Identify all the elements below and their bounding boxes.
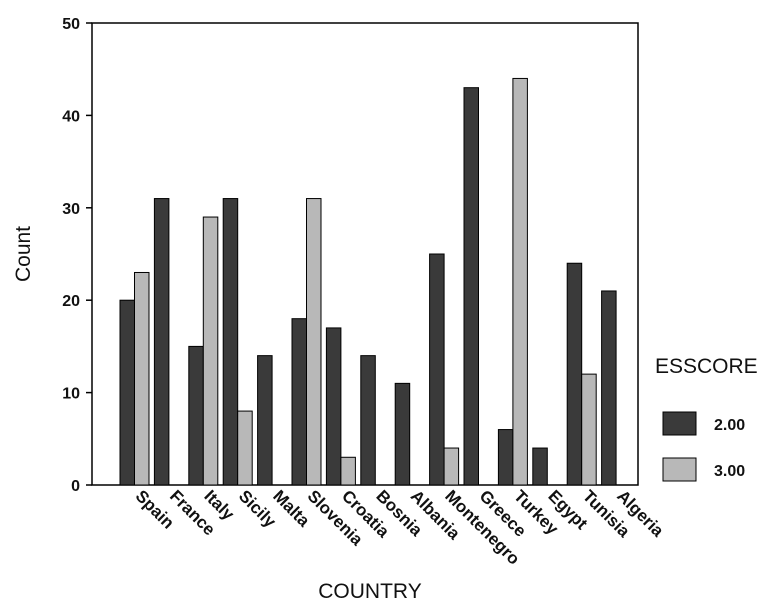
bar-esscore-3-tunisia: [581, 373, 597, 486]
y-tick-label: 40: [62, 108, 80, 125]
y-tick-label: 30: [62, 201, 80, 218]
bar-esscore-2-bosnia: [360, 355, 376, 486]
bar-esscore-2-spain: [119, 299, 135, 486]
legend: ESSCORE 2.00 3.00: [655, 355, 758, 482]
legend-swatch: [662, 457, 697, 482]
x-axis-title: COUNTRY: [318, 580, 421, 600]
y-tick-label: 0: [71, 478, 80, 495]
bar-esscore-2-montenegro: [429, 253, 445, 486]
bar-esscore-2-sicily: [222, 198, 239, 486]
x-axis-labels: SpainFranceItalySicilyMaltaSloveniaCroat…: [132, 486, 668, 568]
bar-esscore-2-turkey: [497, 429, 514, 486]
bar-esscore-2-italy: [188, 345, 204, 486]
bar-esscore-3-slovenia: [306, 198, 322, 486]
y-tick-label: 10: [62, 386, 80, 403]
bar-esscore-3-spain: [134, 271, 150, 486]
y-tick-label: 50: [62, 16, 80, 33]
bar-esscore-3-italy: [202, 216, 219, 486]
y-tick-label: 20: [62, 293, 80, 310]
bar-esscore-2-greece: [463, 87, 479, 486]
legend-title: ESSCORE: [655, 355, 758, 378]
legend-label: 2.00: [714, 417, 745, 434]
x-tick-label: Malta: [269, 486, 314, 531]
bar-esscore-2-egypt: [532, 447, 548, 486]
bar-esscore-3-croatia: [340, 456, 356, 486]
bar-esscore-3-turkey: [512, 77, 528, 486]
bar-esscore-2-croatia: [325, 327, 342, 486]
legend-label: 3.00: [714, 463, 745, 480]
bar-esscore-2-france: [153, 198, 170, 486]
bar-esscore-2-malta: [257, 355, 273, 486]
y-axis-title: Count: [12, 226, 35, 282]
bar-esscore-3-sicily: [237, 410, 253, 486]
bar-esscore-2-albania: [394, 382, 411, 486]
bars: [119, 77, 617, 486]
x-tick-label: Sicily: [235, 486, 280, 531]
bar-esscore-3-montenegro: [443, 447, 460, 486]
x-tick-label: Spain: [132, 486, 178, 532]
bar-esscore-2-slovenia: [291, 318, 307, 486]
bar-esscore-2-tunisia: [566, 262, 583, 486]
bar-esscore-2-algeria: [601, 290, 617, 486]
y-axis: 0 10 20 30 40 50: [62, 16, 92, 495]
legend-swatch: [662, 411, 697, 436]
